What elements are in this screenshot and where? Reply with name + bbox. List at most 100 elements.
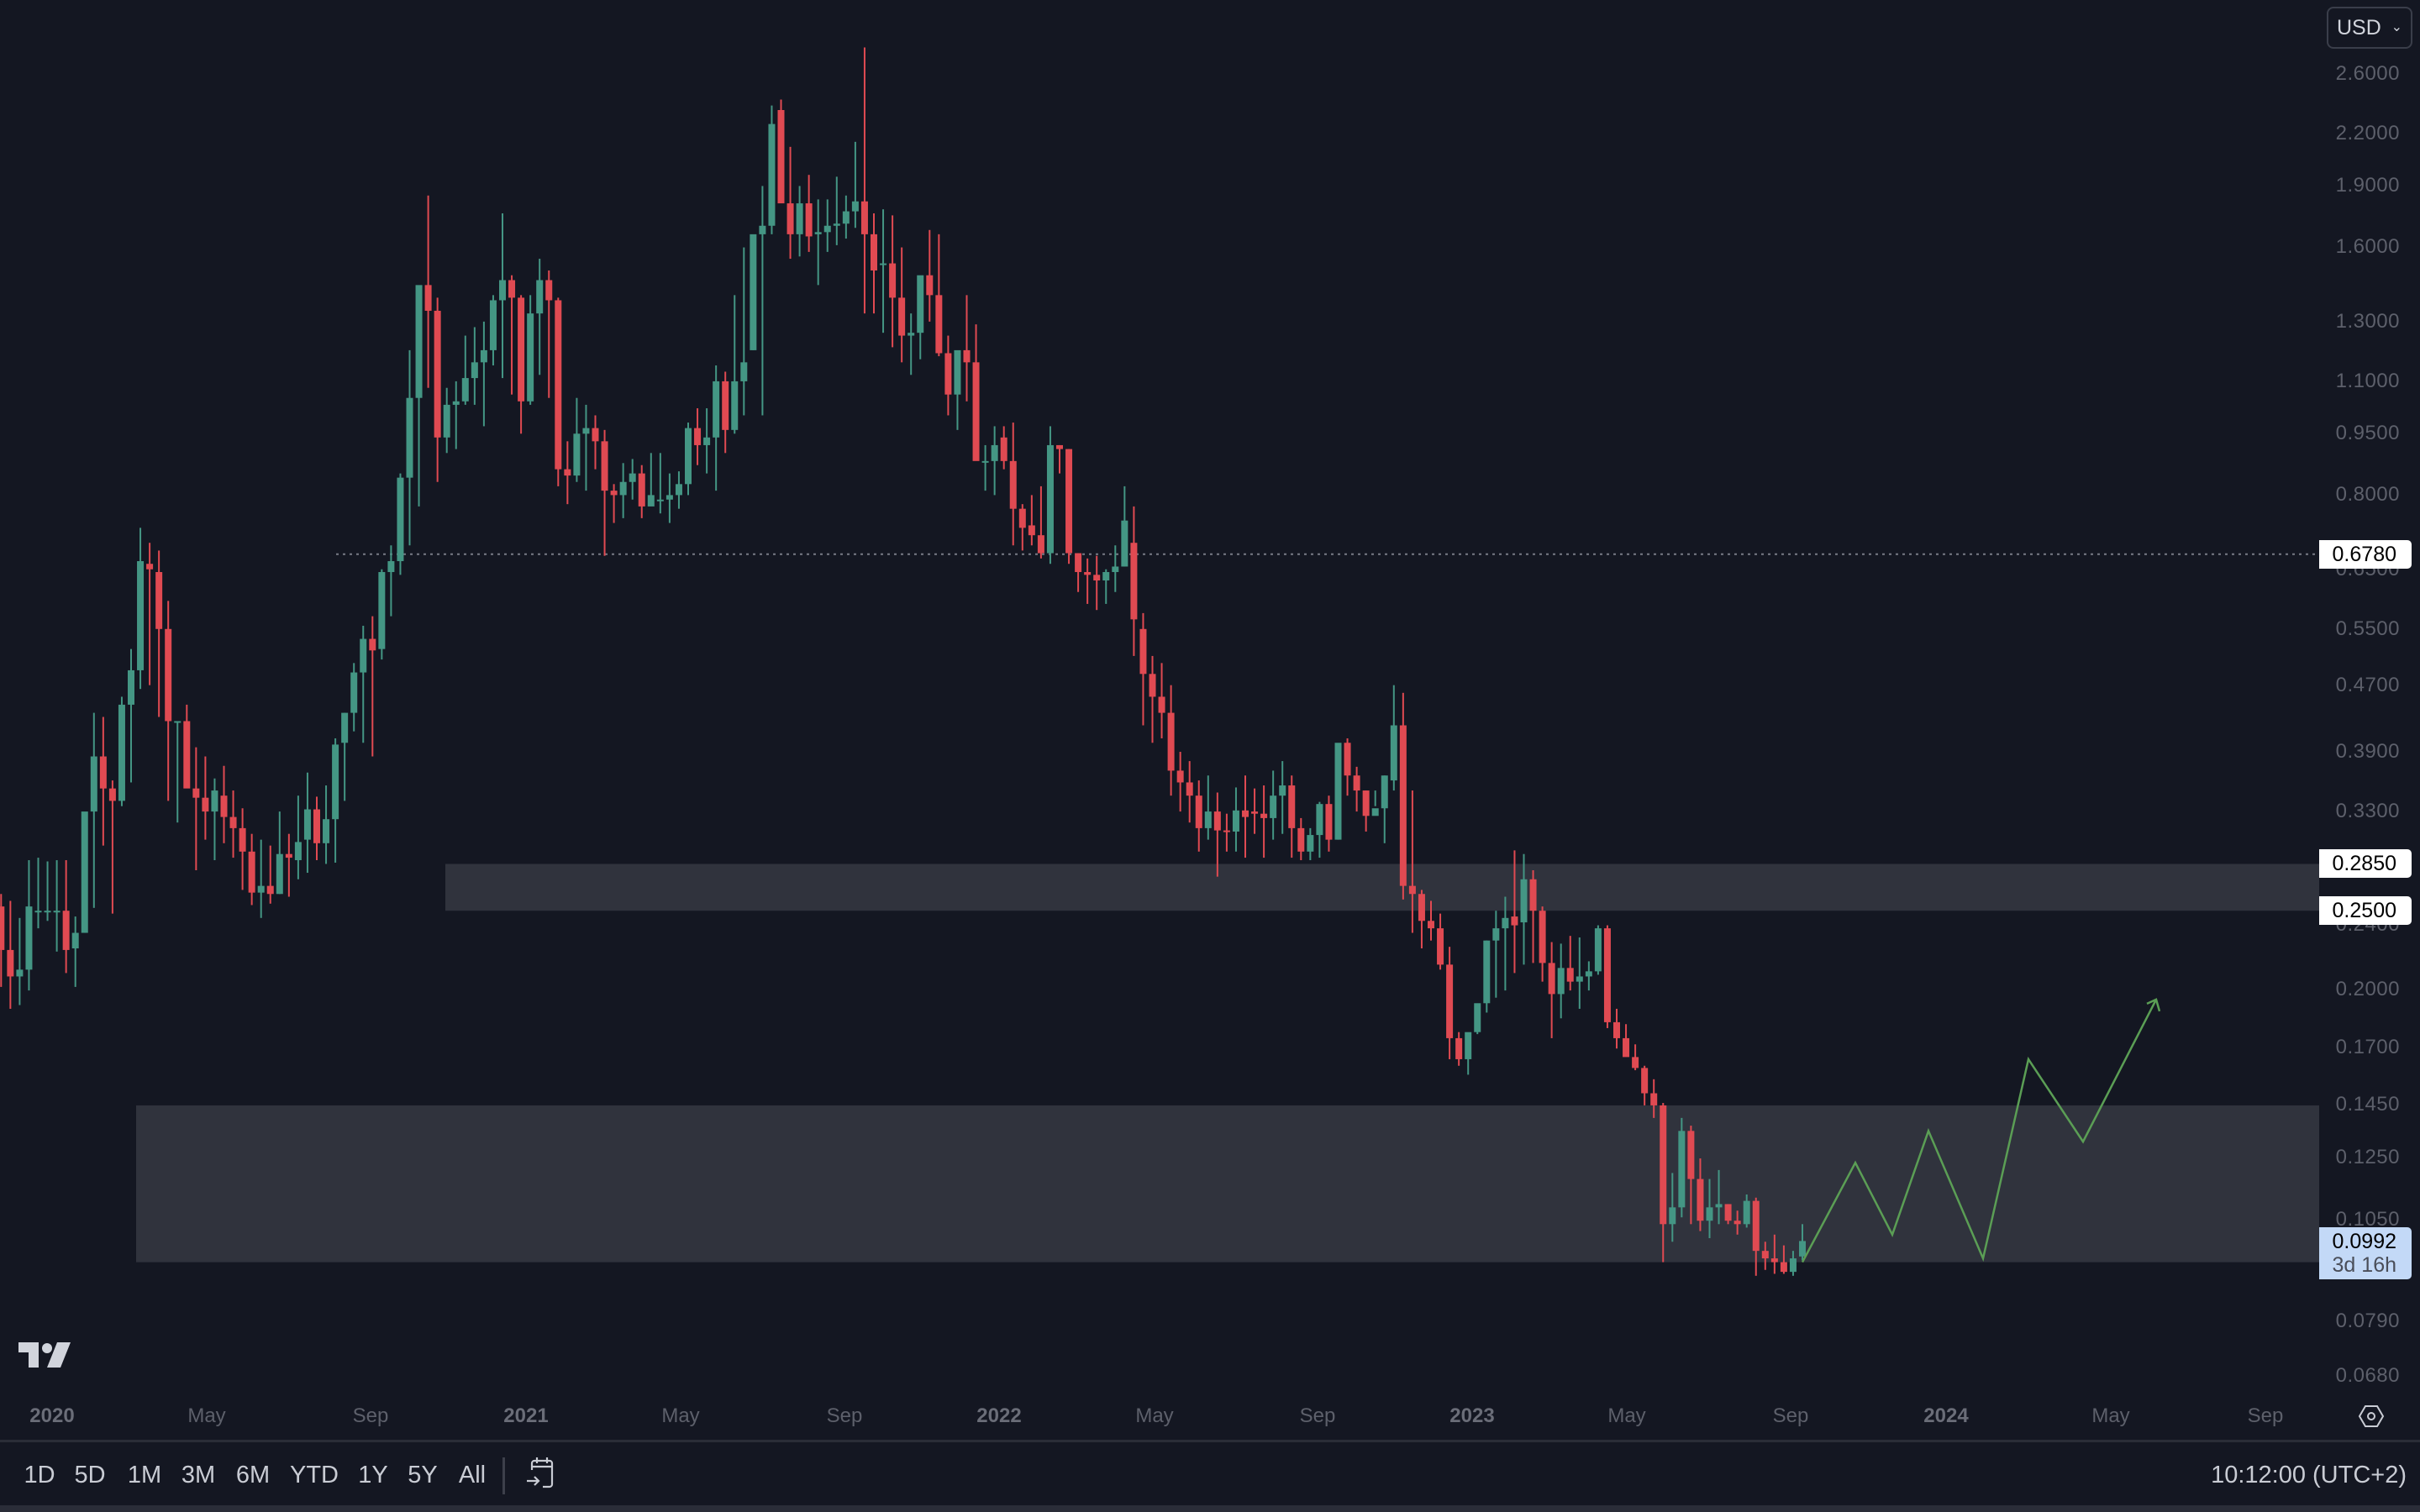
candle <box>1724 1204 1732 1225</box>
range-button-1y[interactable]: 1Y <box>358 1462 388 1488</box>
candle <box>369 616 376 757</box>
candle <box>1307 827 1314 861</box>
candle <box>1613 1008 1620 1049</box>
candle <box>341 712 349 801</box>
candle <box>480 321 487 427</box>
candle <box>53 860 60 952</box>
range-button-5y[interactable]: 5Y <box>408 1462 438 1488</box>
candle <box>360 625 367 743</box>
time-axis[interactable]: 2020 May Sep 2021 May Sep 2022 May Sep 2023 May Sep… <box>0 1386 2420 1440</box>
candle <box>1548 942 1555 1038</box>
candlestick-chart[interactable] <box>0 0 2319 1386</box>
candle <box>1687 1126 1695 1225</box>
bar-countdown: 3d 16h <box>2332 1253 2396 1277</box>
candle <box>350 663 358 732</box>
candle <box>768 105 776 234</box>
candle <box>508 275 516 395</box>
currency-select[interactable]: USD ⌄ <box>2327 7 2412 49</box>
candle <box>898 247 906 363</box>
chevron-down-icon: ⌄ <box>2391 20 2402 34</box>
candle <box>1279 761 1286 834</box>
candle <box>1752 1197 1760 1276</box>
candle <box>1780 1245 1787 1274</box>
time-tick: Sep <box>352 1404 389 1427</box>
candle <box>434 297 441 482</box>
candle <box>0 894 5 987</box>
range-button-3m[interactable]: 3M <box>181 1462 216 1488</box>
candle <box>917 275 924 360</box>
price-tag: 0.2850 <box>2319 849 2412 878</box>
arrow-head-icon <box>2146 998 2161 1012</box>
candle <box>619 463 627 518</box>
bottom-strip <box>0 1505 2420 1512</box>
candle <box>889 215 897 348</box>
tradingview-logo-icon[interactable] <box>18 1342 71 1369</box>
candle <box>1761 1242 1769 1270</box>
price-tick: 0.3300 <box>2335 800 2400 822</box>
price-tick: 0.0680 <box>2335 1364 2400 1387</box>
candle <box>1770 1234 1778 1274</box>
candle <box>285 833 292 897</box>
settings-icon[interactable] <box>2358 1403 2385 1430</box>
candle <box>71 916 79 987</box>
range-button-1d[interactable]: 1D <box>24 1462 55 1488</box>
zones-layer <box>136 864 2319 1263</box>
candle <box>759 186 766 416</box>
candle <box>165 601 172 801</box>
candle <box>211 778 218 861</box>
range-button-6m[interactable]: 6M <box>235 1462 271 1488</box>
current-price-tag: 0.0992 3d 16h <box>2319 1227 2412 1279</box>
candle <box>1706 1179 1713 1238</box>
price-tick: 0.5500 <box>2335 617 2400 640</box>
candle <box>1037 486 1044 559</box>
time-tick: Sep <box>1772 1404 1809 1427</box>
candle <box>555 297 562 486</box>
candle <box>573 397 581 482</box>
candle <box>1381 775 1388 843</box>
candle <box>796 186 803 257</box>
current-price-value: 0.0992 <box>2332 1230 2396 1253</box>
candle <box>303 772 311 874</box>
projection-path[interactable] <box>1801 998 2161 1263</box>
candle <box>1529 869 1537 963</box>
candle <box>1316 801 1323 858</box>
candle <box>777 99 785 204</box>
candle <box>1204 775 1212 840</box>
candle <box>713 365 720 491</box>
candle <box>1102 569 1110 604</box>
candle <box>518 295 525 434</box>
upper-resistance-zone[interactable] <box>445 864 2319 911</box>
candle <box>972 324 980 461</box>
candle <box>1465 1032 1472 1075</box>
candle <box>1697 1158 1704 1231</box>
candle <box>805 175 813 252</box>
price-scale[interactable]: 2.6000 2.2000 1.9000 1.6000 1.3000 1.1000 0.95… <box>2319 0 2420 1387</box>
lower-support-zone[interactable] <box>136 1105 2319 1263</box>
candle <box>1149 655 1156 743</box>
candle <box>1715 1169 1723 1225</box>
range-button-all[interactable]: All <box>458 1462 487 1488</box>
time-tick: Sep <box>2247 1404 2284 1427</box>
candle <box>499 213 506 379</box>
candle <box>1623 1024 1630 1058</box>
range-button-5d[interactable]: 5D <box>74 1462 106 1488</box>
candle <box>174 721 182 823</box>
currency-label: USD <box>2337 16 2381 39</box>
candle <box>601 429 608 556</box>
candle <box>1428 900 1434 941</box>
go-to-date-icon[interactable] <box>525 1457 559 1490</box>
candle <box>963 295 971 402</box>
candle <box>424 195 432 388</box>
candle <box>694 408 702 465</box>
price-tick: 1.6000 <box>2335 235 2400 258</box>
range-button-1m[interactable]: 1M <box>127 1462 162 1488</box>
time-tick: Sep <box>826 1404 863 1427</box>
range-button-ytd[interactable]: YTD <box>290 1462 339 1488</box>
price-tick: 0.1700 <box>2335 1036 2400 1058</box>
candle <box>1603 925 1611 1028</box>
candle <box>814 199 822 286</box>
candle <box>1446 947 1454 1059</box>
candle <box>1075 553 1082 592</box>
clock-timezone[interactable]: 10:12:00 (UTC+2) <box>2211 1462 2407 1488</box>
candle <box>1789 1251 1797 1276</box>
